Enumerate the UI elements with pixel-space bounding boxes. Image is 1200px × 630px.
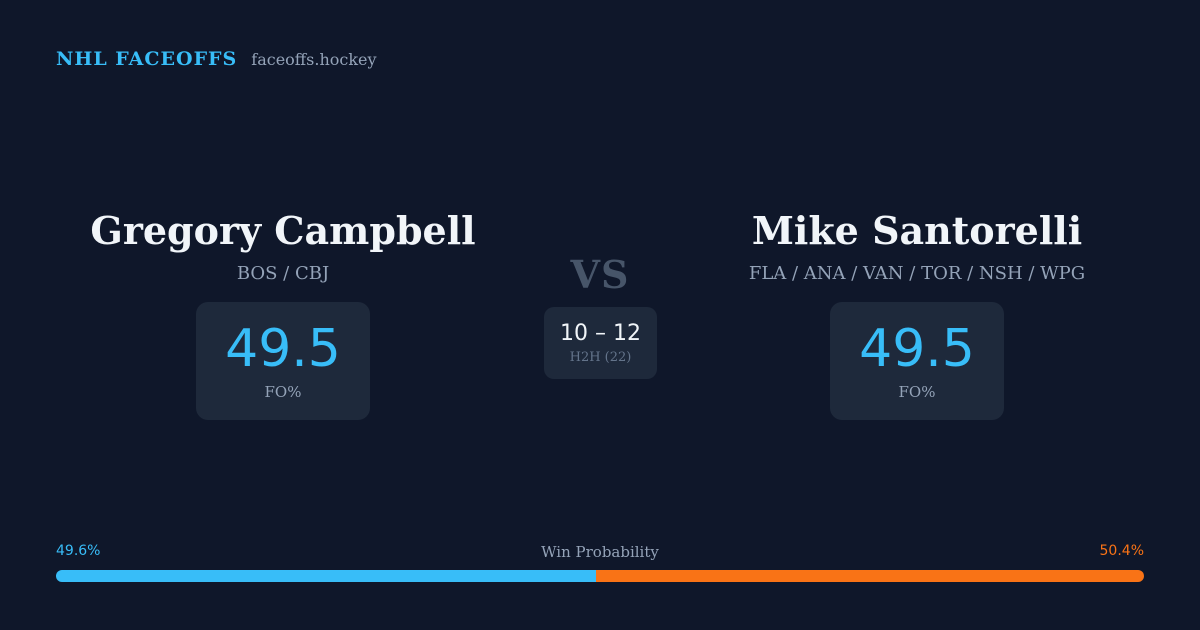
win-probability-bar xyxy=(56,570,1144,582)
player-left-fo-label: FO% xyxy=(264,383,302,401)
brand-url: faceoffs.hockey xyxy=(251,50,377,69)
win-probability-header: 49.6% Win Probability 50.4% xyxy=(56,543,1144,563)
brand-header: NHL FACEOFFS faceoffs.hockey xyxy=(56,48,377,70)
brand-name: NHL FACEOFFS xyxy=(56,48,238,70)
player-right-fo-card: 49.5 FO% xyxy=(830,302,1004,420)
versus-label: VS xyxy=(570,252,630,297)
player-left: Gregory Campbell BOS / CBJ 49.5 FO% xyxy=(33,205,533,420)
h2h-card: 10 – 12 H2H (22) xyxy=(544,307,657,379)
win-probability-bar-right xyxy=(595,570,1144,582)
h2h-label: H2H (22) xyxy=(569,350,632,365)
win-probability-left-label: 49.6% xyxy=(56,543,101,559)
h2h-score: 10 – 12 xyxy=(560,321,641,346)
player-left-fo-value: 49.5 xyxy=(225,319,341,379)
player-left-fo-card: 49.5 FO% xyxy=(196,302,370,420)
win-probability-right-label: 50.4% xyxy=(1099,543,1144,559)
player-right-fo-label: FO% xyxy=(898,383,936,401)
win-probability-title: Win Probability xyxy=(541,543,659,561)
player-right-teams: FLA / ANA / VAN / TOR / NSH / WPG xyxy=(748,263,1086,284)
player-right-name: Mike Santorelli xyxy=(751,208,1083,253)
win-probability-bar-left xyxy=(56,570,596,582)
player-right-fo-value: 49.5 xyxy=(859,319,975,379)
player-right: Mike Santorelli FLA / ANA / VAN / TOR / … xyxy=(667,205,1167,420)
player-left-teams: BOS / CBJ xyxy=(236,263,330,284)
player-left-name: Gregory Campbell xyxy=(90,208,476,253)
